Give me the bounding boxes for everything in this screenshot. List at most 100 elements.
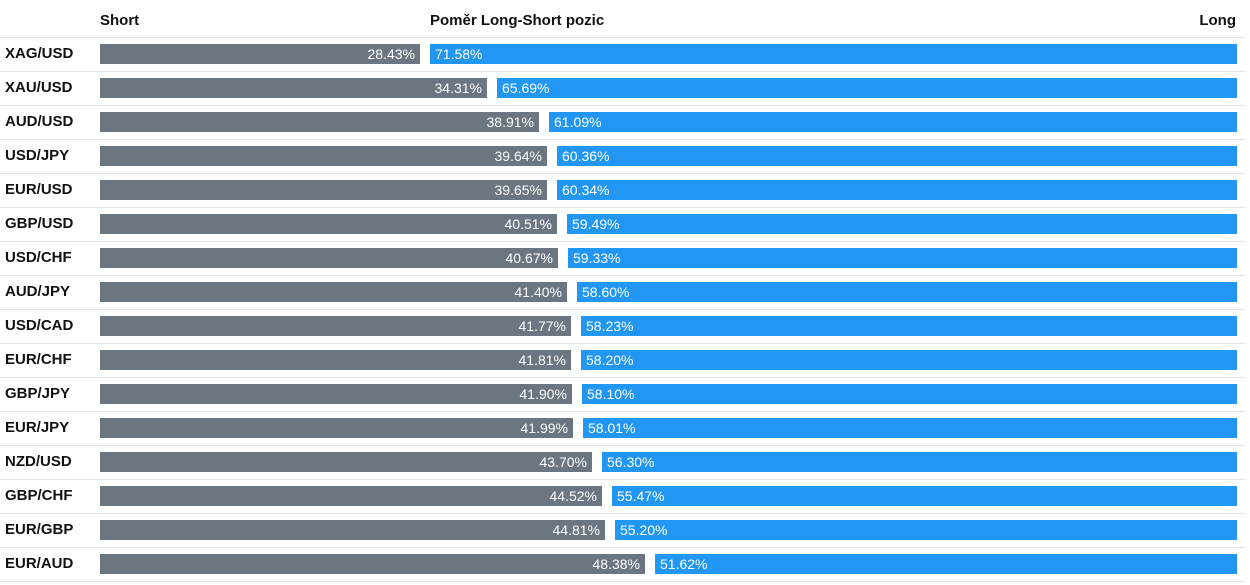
- short-value-label: 28.43%: [367, 46, 415, 62]
- short-bar: [100, 44, 420, 64]
- short-bar: [100, 112, 539, 132]
- row-divider: [0, 513, 1245, 514]
- long-bar: [582, 384, 1237, 404]
- row-divider: [0, 445, 1245, 446]
- long-value-label: 58.01%: [588, 420, 636, 436]
- pair-label: EUR/JPY: [5, 419, 70, 436]
- pair-label: USD/CAD: [5, 317, 74, 334]
- long-bar: [583, 418, 1237, 438]
- long-bar: [497, 78, 1237, 98]
- row-divider: [0, 343, 1245, 344]
- pair-label: NZD/USD: [5, 453, 72, 470]
- pair-label: AUD/USD: [5, 113, 74, 130]
- long-value-label: 61.09%: [554, 114, 602, 130]
- pair-label: GBP/CHF: [5, 487, 73, 504]
- long-value-label: 58.20%: [586, 352, 634, 368]
- pair-label: EUR/USD: [5, 181, 73, 198]
- short-bar: [100, 282, 567, 302]
- pair-label: EUR/GBP: [5, 521, 74, 538]
- row-divider: [0, 411, 1245, 412]
- short-bar: [100, 486, 602, 506]
- row-divider: [0, 105, 1245, 106]
- pair-label: GBP/USD: [5, 215, 74, 232]
- short-value-label: 34.31%: [434, 80, 482, 96]
- short-bar: [100, 554, 645, 574]
- long-value-label: 65.69%: [502, 80, 550, 96]
- pair-label: USD/JPY: [5, 147, 70, 164]
- short-value-label: 43.70%: [539, 454, 587, 470]
- row-divider: [0, 173, 1245, 174]
- long-value-label: 71.58%: [435, 46, 483, 62]
- row-divider: [0, 71, 1245, 72]
- long-value-label: 59.33%: [573, 250, 621, 266]
- long-bar: [567, 214, 1237, 234]
- short-value-label: 41.99%: [520, 420, 568, 436]
- long-value-label: 59.49%: [572, 216, 620, 232]
- short-value-label: 39.65%: [494, 182, 542, 198]
- short-value-label: 44.81%: [552, 522, 600, 538]
- long-bar: [581, 350, 1237, 370]
- row-divider: [0, 581, 1245, 582]
- short-bar: [100, 350, 571, 370]
- long-value-label: 55.47%: [617, 488, 665, 504]
- row-divider: [0, 547, 1245, 548]
- pair-label: GBP/JPY: [5, 385, 71, 402]
- short-value-label: 40.67%: [505, 250, 553, 266]
- short-bar: [100, 78, 487, 98]
- short-bar: [100, 248, 558, 268]
- short-bar: [100, 418, 573, 438]
- long-bar: [568, 248, 1237, 268]
- pair-label: EUR/AUD: [5, 555, 74, 572]
- long-bar: [612, 486, 1237, 506]
- short-value-label: 41.77%: [518, 318, 566, 334]
- short-value-label: 40.51%: [504, 216, 552, 232]
- short-value-label: 48.38%: [592, 556, 640, 572]
- short-column-header: Short: [100, 12, 140, 29]
- long-column-header: Long: [1199, 12, 1236, 29]
- long-value-label: 60.34%: [562, 182, 610, 198]
- long-bar: [430, 44, 1237, 64]
- row-divider: [0, 275, 1245, 276]
- row-divider: [0, 241, 1245, 242]
- row-divider: [0, 479, 1245, 480]
- pair-label: AUD/JPY: [5, 283, 71, 300]
- long-bar: [615, 520, 1237, 540]
- pair-label: XAG/USD: [5, 45, 74, 62]
- short-bar: [100, 520, 605, 540]
- long-value-label: 60.36%: [562, 148, 610, 164]
- long-bar: [557, 146, 1237, 166]
- short-value-label: 38.91%: [486, 114, 534, 130]
- long-value-label: 51.62%: [660, 556, 708, 572]
- long-bar: [549, 112, 1237, 132]
- chart-title: Poměr Long-Short pozic: [430, 12, 605, 29]
- short-bar: [100, 452, 592, 472]
- long-value-label: 58.60%: [582, 284, 630, 300]
- long-bar: [577, 282, 1237, 302]
- pair-label: EUR/CHF: [5, 351, 72, 368]
- long-bar: [581, 316, 1237, 336]
- header-divider: [0, 37, 1245, 38]
- short-value-label: 41.40%: [514, 284, 562, 300]
- short-value-label: 44.52%: [549, 488, 597, 504]
- short-bar: [100, 146, 547, 166]
- long-value-label: 55.20%: [620, 522, 668, 538]
- short-value-label: 41.81%: [518, 352, 566, 368]
- row-divider: [0, 207, 1245, 208]
- long-bar: [602, 452, 1237, 472]
- short-bar: [100, 384, 572, 404]
- long-bar: [557, 180, 1237, 200]
- pair-label: XAU/USD: [5, 79, 73, 96]
- short-bar: [100, 180, 547, 200]
- row-divider: [0, 377, 1245, 378]
- short-bar: [100, 316, 571, 336]
- pair-label: USD/CHF: [5, 249, 72, 266]
- long-value-label: 58.10%: [587, 386, 635, 402]
- long-bar: [655, 554, 1237, 574]
- short-bar: [100, 214, 557, 234]
- long-value-label: 56.30%: [607, 454, 655, 470]
- row-divider: [0, 139, 1245, 140]
- long-value-label: 58.23%: [586, 318, 634, 334]
- short-value-label: 41.90%: [519, 386, 567, 402]
- short-value-label: 39.64%: [494, 148, 542, 164]
